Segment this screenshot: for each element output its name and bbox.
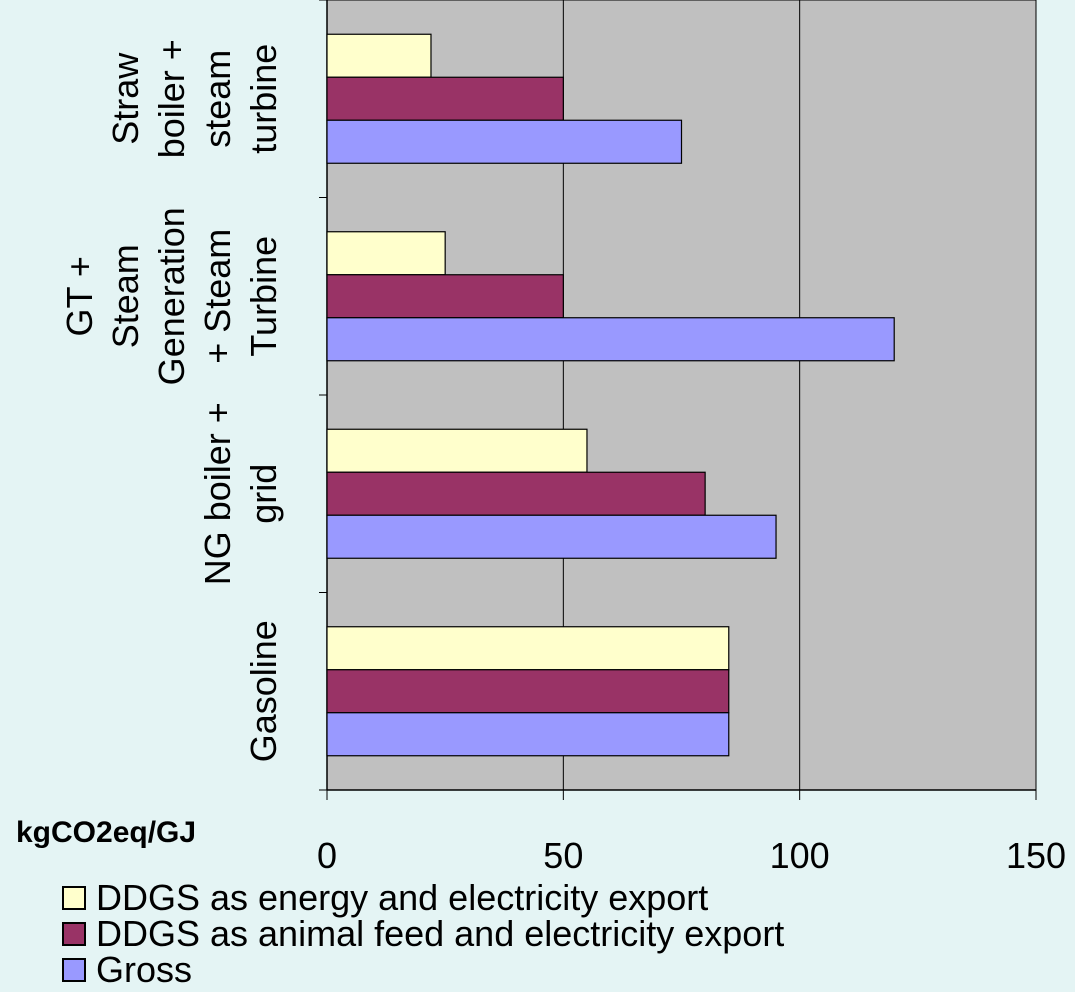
bar-2-0 — [326, 712, 730, 757]
category-label-3-line-0: Straw — [105, 52, 146, 145]
bar-1-0 — [326, 669, 730, 714]
legend-label-1: DDGS as animal feed and electricity expo… — [96, 913, 785, 954]
bar-0-2 — [326, 231, 446, 276]
x-axis-unit-label: kgCO2eq/GJ — [16, 816, 196, 849]
legend-item-1: DDGS as animal feed and electricity expo… — [62, 916, 784, 952]
x-tick-label-1: 50 — [543, 835, 583, 876]
legend-swatch-2 — [62, 958, 86, 982]
bar-2-2 — [326, 317, 895, 362]
category-label-1-line-0: NG boiler + — [197, 402, 238, 585]
legend-item-0: DDGS as energy and electricity export — [62, 880, 784, 916]
legend-label-2: Gross — [96, 949, 193, 990]
bar-0-1 — [326, 428, 588, 473]
category-label-0-line-0: Gasoline — [243, 620, 284, 762]
category-label-2-line-3: + Steam — [197, 229, 238, 364]
legend: DDGS as energy and electricity export DDG… — [62, 880, 784, 988]
category-label-3-line-1: boiler + — [151, 39, 192, 158]
x-tick-label-3: 150 — [1006, 835, 1066, 876]
bar-1-1 — [326, 471, 706, 516]
legend-swatch-1 — [62, 922, 86, 946]
bar-0-3 — [326, 33, 432, 78]
category-label-2-line-4: Turbine — [243, 236, 284, 357]
bar-2-3 — [326, 119, 683, 164]
category-label-1-line-1: grid — [243, 464, 284, 524]
x-tick-label-0: 0 — [317, 835, 337, 876]
bar-0-0 — [326, 626, 730, 671]
legend-label-0: DDGS as energy and electricity export — [96, 877, 709, 918]
bar-1-3 — [326, 76, 564, 121]
legend-swatch-0 — [62, 886, 86, 910]
category-label-3-line-2: steam — [197, 50, 238, 148]
bar-2-1 — [326, 514, 777, 559]
category-label-3-line-3: turbine — [243, 44, 284, 154]
category-label-2-line-0: GT + — [59, 256, 100, 336]
category-label-2-line-2: Generation — [151, 207, 192, 385]
x-tick-label-2: 100 — [770, 835, 830, 876]
legend-item-2: Gross — [62, 952, 784, 988]
bar-1-2 — [326, 274, 564, 319]
category-label-2-line-1: Steam — [105, 244, 146, 348]
